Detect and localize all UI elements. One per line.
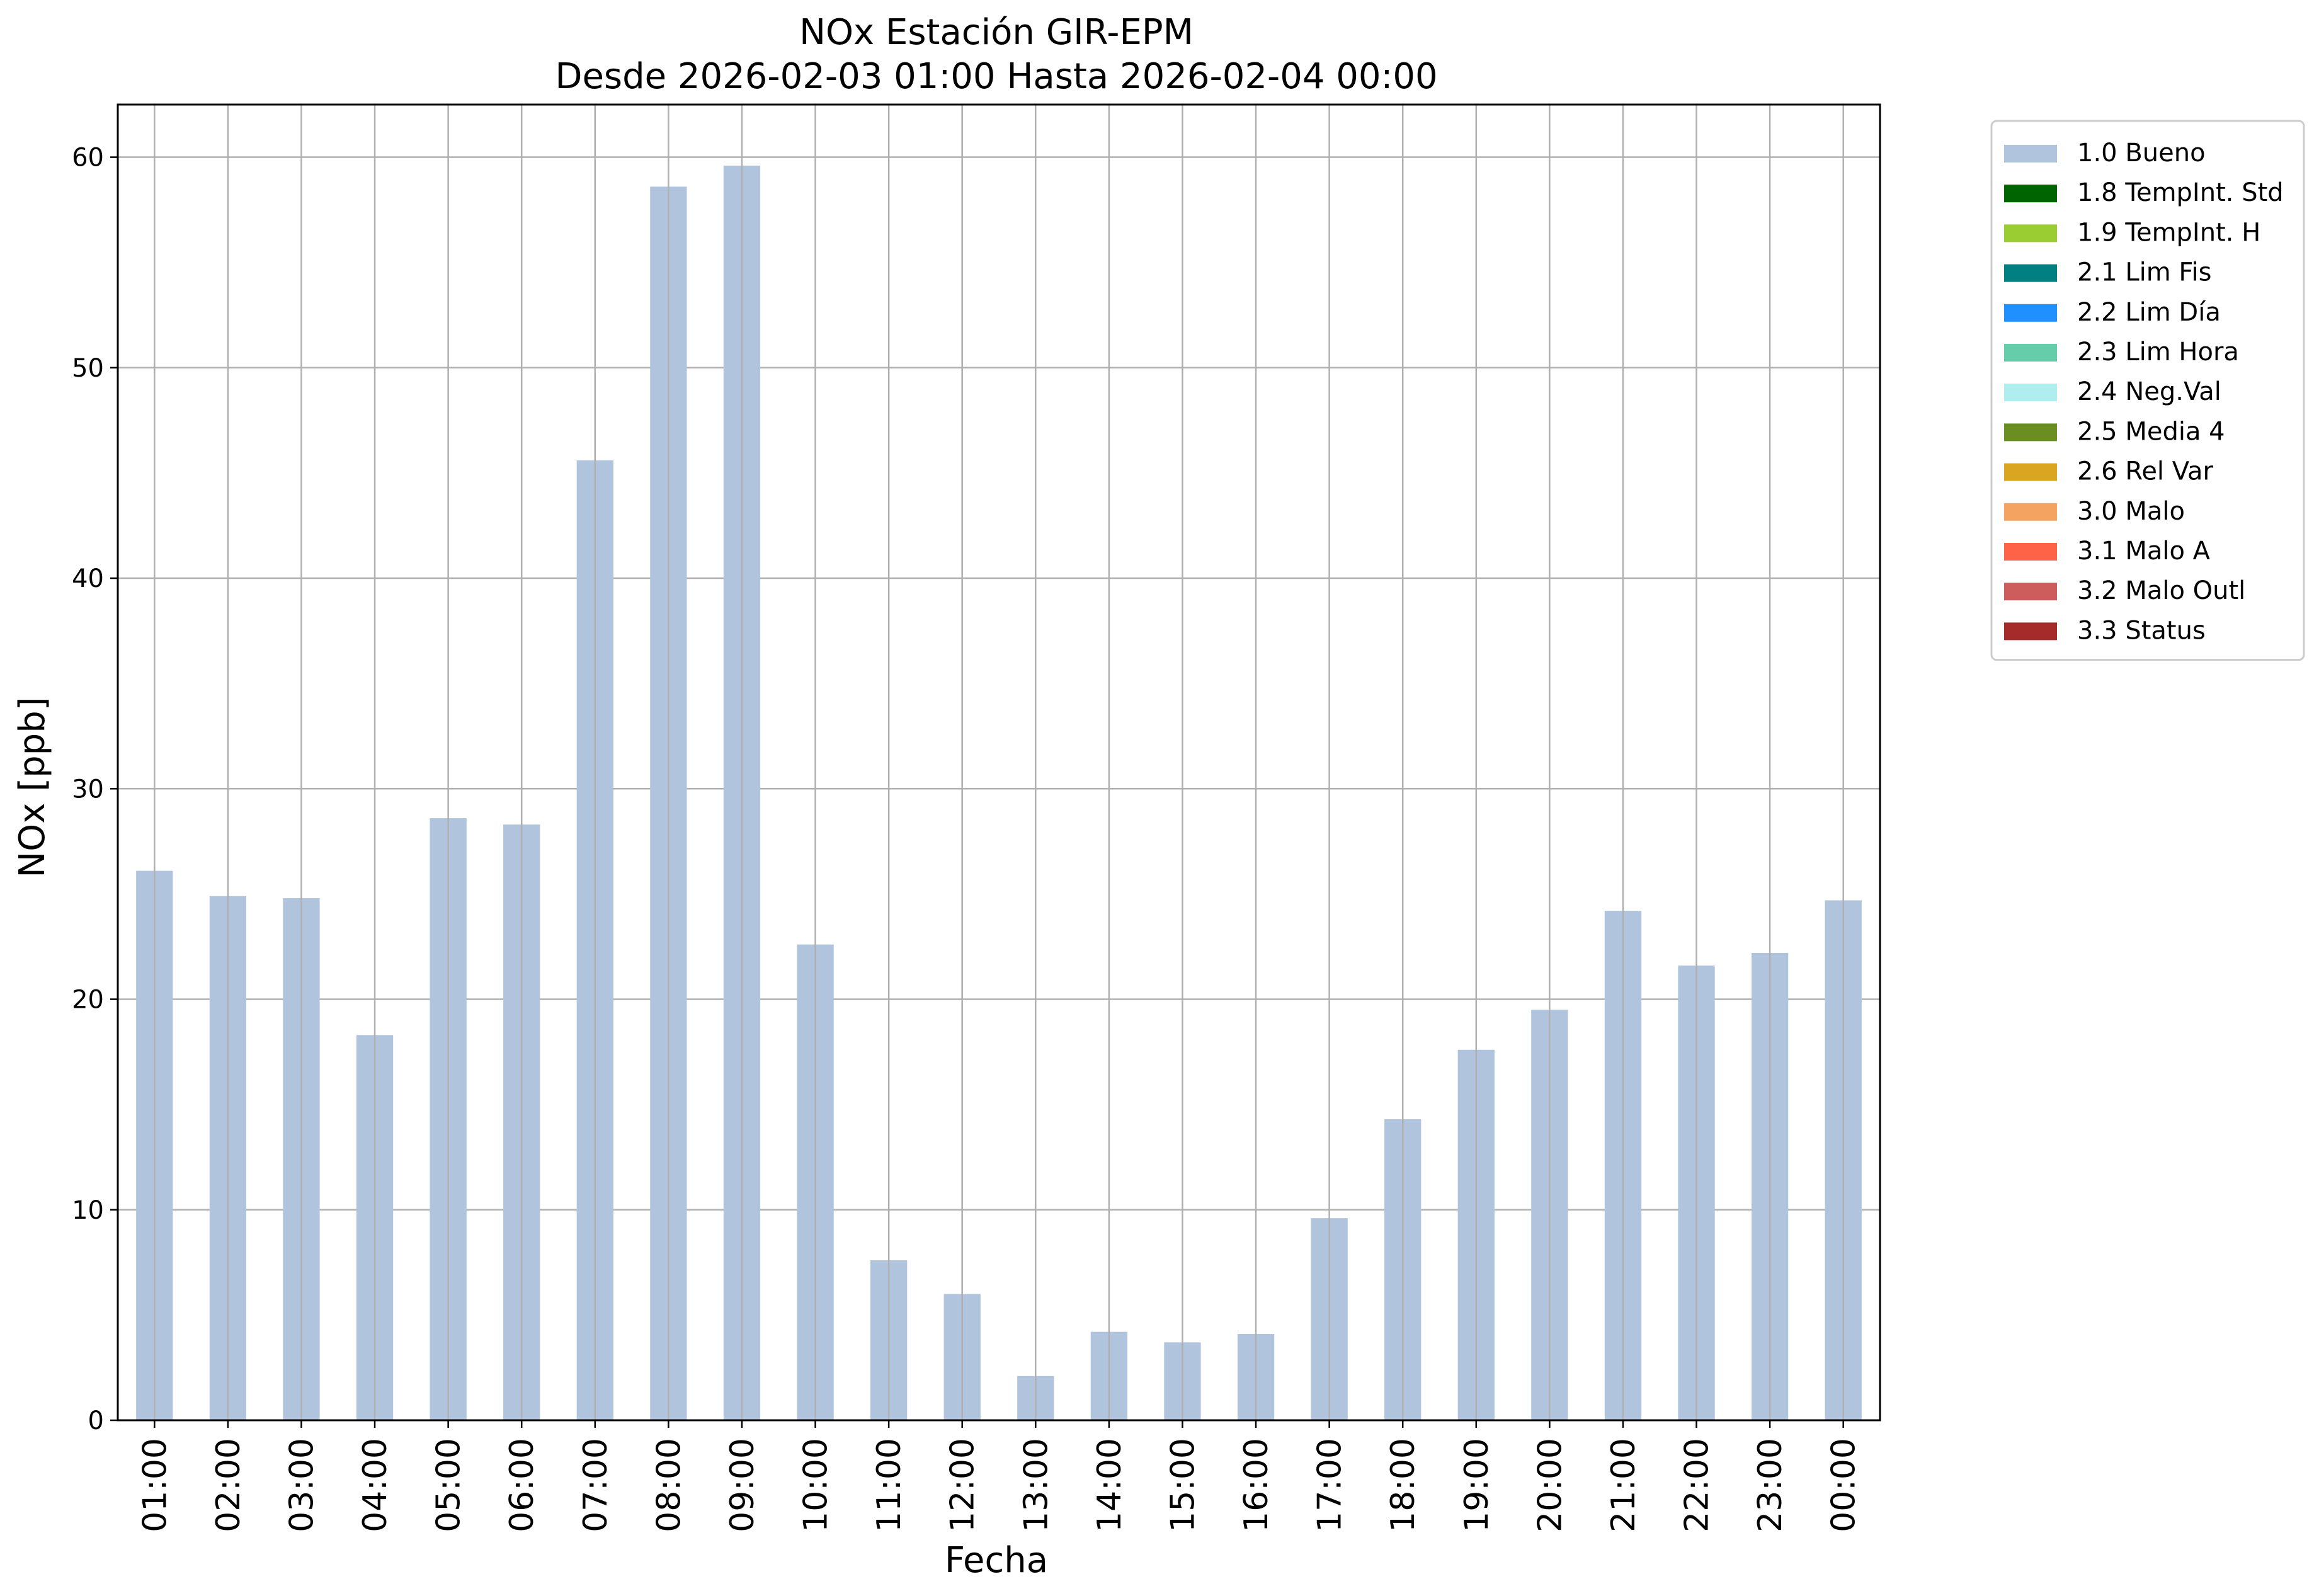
x-tick-label: 15:00	[1164, 1438, 1202, 1532]
legend-label: 3.2 Malo Outl	[2077, 576, 2245, 605]
x-tick-label: 03:00	[283, 1438, 321, 1532]
legend-label: 2.2 Lim Día	[2077, 298, 2221, 327]
legend-swatch	[2004, 264, 2057, 282]
legend-label: 1.9 TempInt. H	[2077, 218, 2260, 247]
y-axis-ticks: 0 10 20 30 40 50 60	[72, 144, 118, 1435]
legend-swatch	[2004, 423, 2057, 442]
x-tick-label: 12:00	[944, 1438, 982, 1532]
x-tick-label: 09:00	[724, 1438, 761, 1532]
x-tick-label: 17:00	[1311, 1438, 1349, 1532]
x-tick-label: 14:00	[1091, 1438, 1129, 1532]
x-tick-label: 01:00	[136, 1438, 174, 1532]
legend-swatch	[2004, 185, 2057, 203]
legend-swatch	[2004, 622, 2057, 641]
legend-swatch	[2004, 463, 2057, 481]
legend-box	[1990, 120, 2305, 661]
legend-swatch	[2004, 503, 2057, 521]
x-axis-ticks: 01:00 02:00 03:00 04:00 05:00 06:00 07:00 08:00…	[136, 1420, 1863, 1532]
x-tick-label: 18:00	[1384, 1438, 1422, 1532]
legend-swatch	[2004, 344, 2057, 362]
y-tick-label: 0	[88, 1406, 104, 1435]
y-tick-label: 30	[72, 775, 104, 804]
x-tick-label: 23:00	[1752, 1438, 1789, 1532]
legend-label: 2.5 Media 4	[2077, 417, 2225, 446]
legend-label: 2.4 Neg.Val	[2077, 377, 2221, 406]
x-tick-label: 08:00	[650, 1438, 688, 1532]
legend-label: 3.1 Malo A	[2077, 537, 2211, 566]
legend-swatch	[2004, 384, 2057, 402]
legend-swatch	[2004, 224, 2057, 242]
legend-label: 2.3 Lim Hora	[2077, 338, 2239, 367]
grid-lines	[118, 156, 1880, 1211]
plot-frame	[117, 103, 1881, 1422]
x-tick-label: 05:00	[430, 1438, 468, 1532]
y-tick-label: 40	[72, 564, 104, 593]
x-tick-label: 16:00	[1238, 1438, 1275, 1532]
vertical-grid-lines	[154, 105, 1844, 1420]
bar-series-1-0-bueno	[136, 165, 1862, 1421]
legend-swatch	[2004, 304, 2057, 322]
x-tick-label: 06:00	[503, 1438, 541, 1532]
x-tick-label: 04:00	[356, 1438, 394, 1532]
legend-label: 1.0 Bueno	[2077, 139, 2206, 168]
chart-title: NOx Estación GIR-EPM	[799, 12, 1194, 53]
legend-swatch	[2004, 145, 2057, 162]
chart-subtitle: Desde 2026-02-03 01:00 Hasta 2026-02-04 …	[555, 56, 1437, 97]
legend-label: 2.6 Rel Var	[2077, 457, 2214, 486]
x-tick-label: 02:00	[210, 1438, 248, 1532]
x-tick-label: 00:00	[1825, 1438, 1863, 1532]
x-tick-label: 11:00	[870, 1438, 908, 1532]
y-tick-label: 10	[72, 1196, 104, 1225]
x-tick-label: 21:00	[1605, 1438, 1643, 1532]
x-tick-label: 07:00	[577, 1438, 615, 1532]
y-tick-label: 50	[72, 354, 104, 383]
legend-label: 3.3 Status	[2077, 616, 2206, 645]
legend-label: 1.8 TempInt. Std	[2077, 178, 2284, 207]
x-tick-label: 13:00	[1017, 1438, 1055, 1532]
x-tick-label: 22:00	[1678, 1438, 1716, 1532]
legend-label: 2.1 Lim Fis	[2077, 258, 2211, 287]
x-tick-label: 20:00	[1531, 1438, 1569, 1532]
y-tick-label: 60	[72, 144, 104, 173]
legend-label: 3.0 Malo	[2077, 497, 2185, 526]
x-axis-title: Fecha	[945, 1540, 1048, 1581]
x-tick-label: 10:00	[797, 1438, 835, 1532]
legend-swatch	[2004, 543, 2057, 561]
legend-swatch	[2004, 583, 2057, 601]
y-tick-label: 20	[72, 986, 104, 1015]
y-axis-title: NOx [ppb]	[12, 697, 53, 877]
x-tick-label: 19:00	[1458, 1438, 1496, 1532]
legend: 1.0 Bueno 1.8 TempInt. Std 1.9 TempInt. H 2…	[1990, 120, 2305, 661]
